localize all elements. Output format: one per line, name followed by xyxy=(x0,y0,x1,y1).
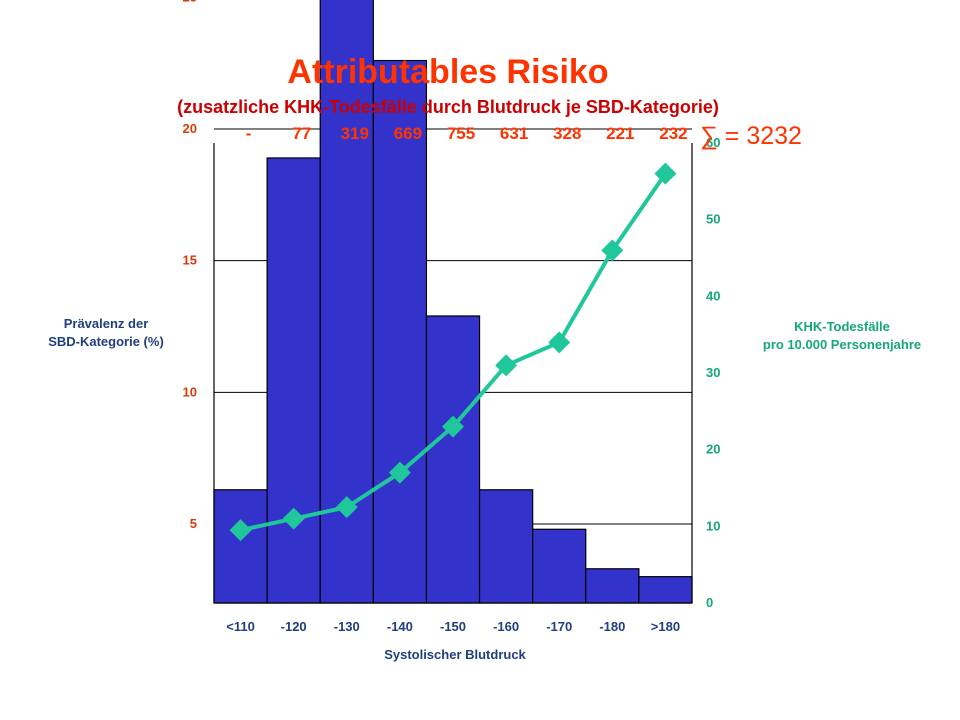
labels: 510152025300102030405060<110-120-130-140… xyxy=(48,0,921,634)
right-tick-label: 60 xyxy=(706,135,720,150)
top-value-label: 232 xyxy=(659,124,687,143)
top-value-label: 631 xyxy=(500,124,528,143)
top-value-label: 328 xyxy=(553,124,581,143)
x-tick-label: <110 xyxy=(226,619,255,634)
bar-2 xyxy=(266,157,321,604)
x-tick-label: -140 xyxy=(387,619,413,634)
bar-6 xyxy=(478,489,534,604)
bar-8 xyxy=(585,568,640,604)
top-value-label: 755 xyxy=(447,124,475,143)
top-value-label: 669 xyxy=(394,124,422,143)
right-tick-label: 40 xyxy=(706,288,720,303)
right-tick-label: 0 xyxy=(706,595,713,610)
right-tick-label: 20 xyxy=(706,442,720,457)
line-point-1 xyxy=(229,519,252,542)
line-point-8 xyxy=(601,239,624,262)
line-point-9 xyxy=(654,162,677,185)
line-point-7 xyxy=(548,331,571,354)
right-axis-label: KHK-Todesfälle xyxy=(794,319,890,334)
right-tick-label: 50 xyxy=(706,212,720,227)
right-axis-label: pro 10.000 Personenjahre xyxy=(763,337,921,352)
total-label: ∑ = 3232 xyxy=(700,122,802,150)
top-value-label: 221 xyxy=(606,124,634,143)
axis-frame xyxy=(213,143,693,604)
line-point-4 xyxy=(388,461,411,484)
x-tick-label: -160 xyxy=(493,619,519,634)
bar-9 xyxy=(638,576,693,604)
chart-title: Attributables Risiko xyxy=(287,53,608,91)
x-tick-label: -180 xyxy=(599,619,625,634)
left-tick-label: 5 xyxy=(190,516,197,531)
top-value-label: 77 xyxy=(292,124,311,143)
top-value-label: 319 xyxy=(341,124,369,143)
x-tick-label: -120 xyxy=(281,619,307,634)
bar-1 xyxy=(213,489,268,604)
line-point-2 xyxy=(282,507,305,530)
top-value-label: - xyxy=(246,124,252,143)
x-tick-label: -130 xyxy=(334,619,360,634)
right-tick-label: 30 xyxy=(706,365,720,380)
x-axis-label: Systolischer Blutdruck xyxy=(384,647,526,662)
x-tick-label: -170 xyxy=(546,619,572,634)
right-tick-label: 10 xyxy=(706,518,720,533)
line-point-6 xyxy=(495,354,518,377)
left-axis-label: Prävalenz der xyxy=(64,316,149,331)
line-point-3 xyxy=(335,496,358,519)
left-axis-label: SBD-Kategorie (%) xyxy=(48,334,164,349)
left-tick-label: 25 xyxy=(183,0,197,4)
bar-7 xyxy=(532,528,587,604)
bar-5 xyxy=(425,315,481,604)
left-tick-label: 10 xyxy=(183,384,197,399)
line-point-5 xyxy=(442,415,464,438)
left-tick-label: 20 xyxy=(183,121,197,136)
left-tick-label: 15 xyxy=(183,253,197,268)
line-series xyxy=(229,162,677,542)
x-tick-label: -150 xyxy=(440,619,466,634)
chart-subtitle: (zusatzliche KHK-Todesfälle durch Blutdr… xyxy=(177,97,719,117)
x-tick-label: >180 xyxy=(651,619,680,634)
